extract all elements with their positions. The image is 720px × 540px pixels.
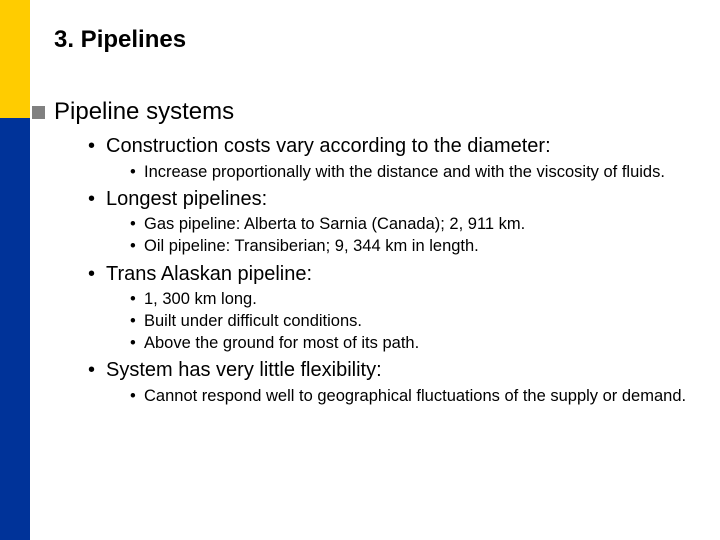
list-item-label: Gas pipeline: Alberta to Sarnia (Canada)… [144,215,525,233]
list-item-label: Built under difficult conditions. [144,312,362,330]
list-item: Longest pipelines: Gas pipeline: Alberta… [88,187,692,258]
list-item: Increase proportionally with the distanc… [130,162,692,183]
sidebar-accent-top [0,0,30,118]
list-item-label: Increase proportionally with the distanc… [144,163,665,181]
list-item: Gas pipeline: Alberta to Sarnia (Canada)… [130,214,692,235]
bullet-list-level2: Gas pipeline: Alberta to Sarnia (Canada)… [130,214,692,257]
bullet-list-level2: Cannot respond well to geographical fluc… [130,386,692,407]
list-item: Oil pipeline: Transiberian; 9, 344 km in… [130,236,692,257]
bullet-list-level2: 1, 300 km long. Built under difficult co… [130,289,692,354]
slide-title: 3. Pipelines [54,26,692,54]
bullet-list-level1: Construction costs vary according to the… [88,134,692,407]
bullet-list-level2: Increase proportionally with the distanc… [130,162,692,183]
list-item: Built under difficult conditions. [130,311,692,332]
list-item-label: Above the ground for most of its path. [144,334,419,352]
list-item: Construction costs vary according to the… [88,134,692,183]
list-item: 1, 300 km long. [130,289,692,310]
sidebar-accent-bottom [0,118,30,540]
square-bullet-icon [32,106,45,119]
list-item: Trans Alaskan pipeline: 1, 300 km long. … [88,262,692,355]
list-item-label: Longest pipelines: [106,188,267,210]
list-item-label: Cannot respond well to geographical fluc… [144,387,686,405]
list-item-label: Trans Alaskan pipeline: [106,263,312,285]
section-title: Pipeline systems [54,98,234,126]
section-header-row: Pipeline systems [32,98,692,126]
list-item: System has very little flexibility: Cann… [88,358,692,407]
list-item-label: System has very little flexibility: [106,359,382,381]
list-item-label: Construction costs vary according to the… [106,135,551,157]
list-item-label: 1, 300 km long. [144,290,257,308]
list-item: Cannot respond well to geographical fluc… [130,386,692,407]
slide-content: 3. Pipelines Pipeline systems Constructi… [54,26,692,407]
list-item-label: Oil pipeline: Transiberian; 9, 344 km in… [144,237,479,255]
list-item: Above the ground for most of its path. [130,333,692,354]
